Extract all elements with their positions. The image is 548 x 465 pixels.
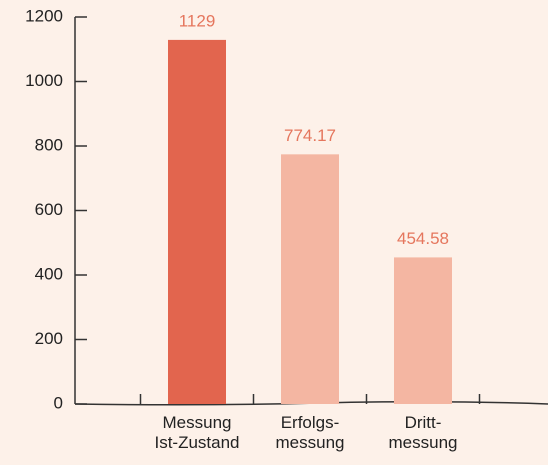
bar [168,40,226,404]
value-label: 1129 [179,11,216,30]
y-tick-label: 0 [54,393,63,412]
y-tick-label: 200 [35,329,63,348]
y-tick-label: 1000 [25,71,63,90]
x-tick-label-line: messung [276,433,345,452]
value-label: 454.58 [397,229,449,248]
y-tick-label: 800 [35,135,63,154]
x-tick-label-line: Ist-Zustand [154,433,239,452]
x-tick-label-line: Messung [163,413,232,432]
value-label: 774.17 [284,126,336,145]
x-tick-label-line: Dritt- [405,413,442,432]
bar [281,154,339,404]
y-tick-label: 600 [35,200,63,219]
bar [394,257,452,404]
x-tick-label-line: messung [389,433,458,452]
x-tick-label: Erfolgs-messung [276,413,345,452]
chart: 0 200 400 600 800 1000 1200 1129 MessungIst-Zust… [0,0,548,465]
y-tick-label: 400 [35,264,63,283]
x-tick-label-line: Erfolgs- [281,413,340,432]
y-tick-label: 1200 [25,6,63,25]
background [0,0,548,465]
